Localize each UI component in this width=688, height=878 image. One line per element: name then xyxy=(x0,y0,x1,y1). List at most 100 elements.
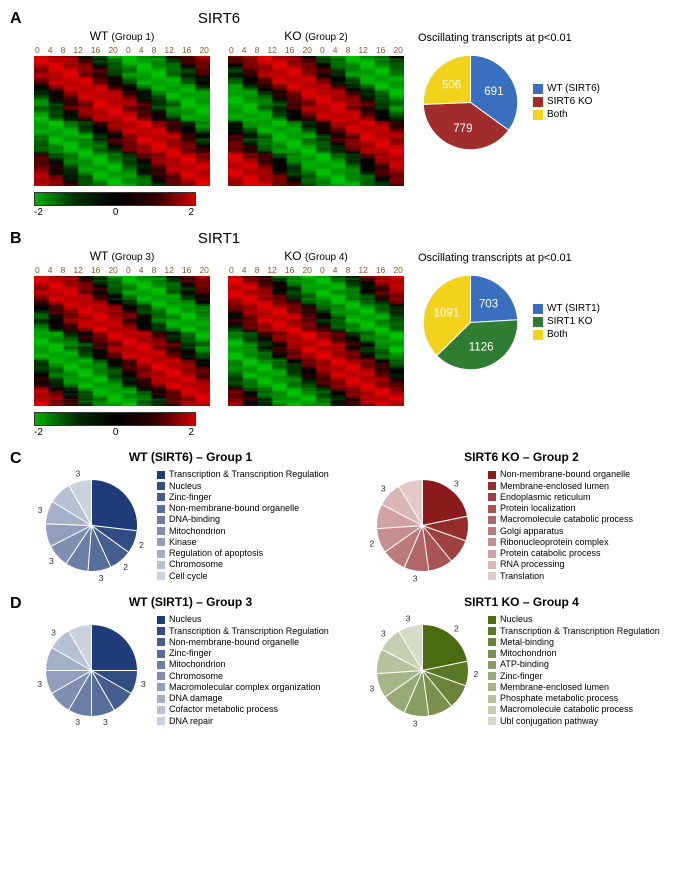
svg-text:3: 3 xyxy=(413,574,418,583)
panel-c-right: SIRT6 KO – Group 2 3323 Non-membrane-bou… xyxy=(365,450,678,583)
go-legend-item: RNA processing xyxy=(488,559,633,570)
go-legend-item: Endoplasmic reticulum xyxy=(488,492,633,503)
panel-a-pie-title: Oscillating transcripts at p<0.01 xyxy=(418,32,678,44)
go-legend-item: Macromolecule catabolic process xyxy=(488,514,633,525)
go-legend-item: Regulation of apoptosis xyxy=(157,548,329,559)
panel-b-label: B xyxy=(10,230,22,248)
panel-c-left-legend: Transcription & Transcription Regulation… xyxy=(157,469,329,582)
panel-a-pie-side: Oscillating transcripts at p<0.01 691 779… xyxy=(404,10,678,155)
svg-text:779: 779 xyxy=(453,123,472,135)
go-legend-item: Nucleus xyxy=(157,614,329,625)
go-legend-item: Chromosome xyxy=(157,559,329,570)
go-legend-item: DNA damage xyxy=(157,693,329,704)
go-legend-item: Zinc-finger xyxy=(157,492,329,503)
panel-c-left-title: WT (SIRT6) – Group 1 xyxy=(34,450,347,464)
heatmap-b-wt xyxy=(34,276,210,406)
go-legend-item: Protein localization xyxy=(488,503,633,514)
svg-text:1126: 1126 xyxy=(469,342,494,354)
go-legend-item: Macromolecule catabolic process xyxy=(488,704,660,715)
go-legend-item: ATP-binding xyxy=(488,659,660,670)
go-legend-item: Transcription & Transcription Regulation xyxy=(488,626,660,637)
go-legend-item: DNA-binding xyxy=(157,514,329,525)
panel-b-colorscale: -202 xyxy=(34,412,194,438)
panel-d-right: SIRT1 KO – Group 4 223333 NucleusTranscr… xyxy=(365,595,678,728)
go-legend-item: Non-membrane-bound organelle xyxy=(157,637,329,648)
svg-text:3: 3 xyxy=(381,629,386,639)
go-legend-item: Zinc-finger xyxy=(488,671,660,682)
go-legend-item: Protein catabolic process xyxy=(488,548,633,559)
panel-d: D WT (SIRT1) – Group 3 33333 NucleusTran… xyxy=(10,595,678,728)
go-legend-item: Cell cycle xyxy=(157,571,329,582)
panel-b-wt-ticks: 048121620048121620 xyxy=(34,265,210,276)
panel-b-pie: 70311261091 xyxy=(418,270,523,375)
pie-legend-item: WT (SIRT6) xyxy=(533,83,600,94)
svg-text:3: 3 xyxy=(413,719,418,728)
svg-text:2: 2 xyxy=(474,669,479,679)
panel-d-left: WT (SIRT1) – Group 3 33333 NucleusTransc… xyxy=(34,595,347,728)
pie-legend-item: Both xyxy=(533,329,600,340)
panel-a-pie-legend: WT (SIRT6) SIRT6 KO Both xyxy=(533,83,600,122)
panel-d-label: D xyxy=(10,595,22,613)
panel-c-content: WT (SIRT6) – Group 1 223333 Transcriptio… xyxy=(34,450,678,583)
svg-text:691: 691 xyxy=(484,86,503,98)
go-legend-item: Nucleus xyxy=(488,614,660,625)
svg-text:3: 3 xyxy=(406,614,411,624)
go-legend-item: Ribonucleoprotein complex xyxy=(488,537,633,548)
panel-a: A SIRT6 WT (Group 1) 048121620048121620 … xyxy=(10,10,678,218)
svg-text:3: 3 xyxy=(370,683,375,693)
panel-a-main-title: SIRT6 xyxy=(34,10,404,27)
panel-a-wt-ticks: 048121620048121620 xyxy=(34,45,210,56)
panel-c-right-legend: Non-membrane-bound organelleMembrane-enc… xyxy=(488,469,633,582)
go-legend-item: Kinase xyxy=(157,537,329,548)
panel-a-ko-ticks: 048121620048121620 xyxy=(228,45,404,56)
heatmap-a-ko xyxy=(228,56,404,186)
pie-legend-item: WT (SIRT1) xyxy=(533,303,600,314)
go-legend-item: Cofactor metabolic process xyxy=(157,704,329,715)
go-legend-item: Translation xyxy=(488,571,633,582)
panel-d-content: WT (SIRT1) – Group 3 33333 NucleusTransc… xyxy=(34,595,678,728)
go-legend-item: Transcription & Transcription Regulation xyxy=(157,626,329,637)
go-legend-item: Macromolecular complex organization xyxy=(157,682,329,693)
panel-c-left: WT (SIRT6) – Group 1 223333 Transcriptio… xyxy=(34,450,347,583)
go-legend-item: Mitochondrion xyxy=(157,659,329,670)
panel-c-left-pie: 223333 xyxy=(34,468,149,583)
panel-b-ko-ticks: 048121620048121620 xyxy=(228,265,404,276)
panel-a-colorscale: -202 xyxy=(34,192,194,218)
svg-text:3: 3 xyxy=(37,679,42,689)
go-legend-item: Nucleus xyxy=(157,481,329,492)
panel-d-right-pie: 2 2 3 3 3 3 xyxy=(365,613,480,728)
panel-a-pie: 691779506 xyxy=(418,50,523,155)
pie-legend-item: Both xyxy=(533,109,600,120)
go-legend-item: Chromosome xyxy=(157,671,329,682)
panel-a-ko-col: KO (Group 2) 048121620048121620 xyxy=(228,29,404,186)
panel-b-pie-title: Oscillating transcripts at p<0.01 xyxy=(418,252,678,264)
svg-text:3: 3 xyxy=(103,717,108,727)
panel-b-main-title: SIRT1 xyxy=(34,230,404,247)
svg-text:3: 3 xyxy=(51,627,56,637)
panel-c-label: C xyxy=(10,450,22,468)
panel-a-heatmaps: SIRT6 WT (Group 1) 048121620048121620 KO… xyxy=(34,10,404,218)
svg-text:2: 2 xyxy=(370,538,375,548)
svg-text:3: 3 xyxy=(38,505,43,515)
panel-b-ko-col: KO (Group 4) 048121620048121620 xyxy=(228,249,404,406)
panel-c: C WT (SIRT6) – Group 1 223333 Transcript… xyxy=(10,450,678,583)
go-legend-item: Golgi apparatus xyxy=(488,526,633,537)
go-legend-item: Metal-binding xyxy=(488,637,660,648)
go-legend-item: Mitochondrion xyxy=(157,526,329,537)
pie-legend-item: SIRT6 KO xyxy=(533,96,600,107)
go-legend-item: DNA repair xyxy=(157,716,329,727)
svg-text:2: 2 xyxy=(454,624,459,634)
panel-a-label: A xyxy=(10,10,22,28)
svg-text:3: 3 xyxy=(454,479,459,489)
panel-d-left-pie: 33333 xyxy=(34,613,149,728)
svg-text:3: 3 xyxy=(99,573,104,583)
go-legend-item: Ubl conjugation pathway xyxy=(488,716,660,727)
panel-a-content: SIRT6 WT (Group 1) 048121620048121620 KO… xyxy=(10,10,678,218)
svg-text:1091: 1091 xyxy=(433,308,459,320)
go-legend-item: Phosphate metabolic process xyxy=(488,693,660,704)
panel-b-wt-col: WT (Group 3) 048121620048121620 xyxy=(34,249,210,406)
heatmap-b-ko xyxy=(228,276,404,406)
panel-c-right-pie: 3323 xyxy=(365,468,480,583)
go-legend-item: Zinc-finger xyxy=(157,648,329,659)
panel-b: B SIRT1 WT (Group 3) 048121620048121620 … xyxy=(10,230,678,438)
